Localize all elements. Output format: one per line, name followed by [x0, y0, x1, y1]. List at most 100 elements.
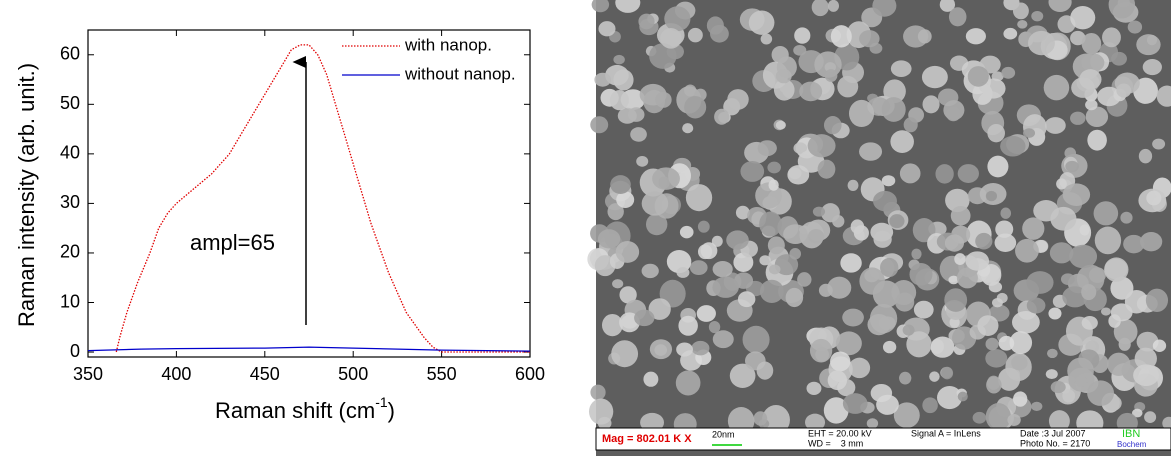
- particle: [1031, 10, 1044, 22]
- particle: [1140, 232, 1163, 252]
- particle: [775, 69, 792, 84]
- x-label-end: ): [388, 398, 395, 423]
- particle: [794, 27, 811, 44]
- particle: [1093, 201, 1119, 226]
- particle: [645, 213, 668, 236]
- particle: [696, 305, 716, 322]
- particle: [922, 95, 940, 114]
- particle: [957, 164, 979, 183]
- particle: [965, 28, 986, 45]
- particle: [789, 248, 802, 260]
- particle: [655, 91, 672, 108]
- particle: [1050, 206, 1077, 231]
- x-tick-label: 400: [161, 364, 191, 384]
- particle: [1000, 135, 1026, 157]
- particle: [1026, 271, 1054, 294]
- particle: [1075, 375, 1087, 387]
- particle: [880, 257, 899, 278]
- particle: [929, 371, 940, 382]
- particle: [848, 99, 875, 128]
- particle: [714, 108, 730, 125]
- particle: [1079, 69, 1102, 90]
- particle: [1102, 27, 1121, 48]
- particle: [903, 117, 918, 133]
- particle: [598, 21, 616, 37]
- particle: [783, 224, 808, 245]
- particle: [619, 286, 637, 304]
- particle: [775, 120, 786, 130]
- particle: [638, 13, 655, 30]
- particle: [1023, 128, 1036, 138]
- particle: [977, 315, 999, 336]
- particle: [615, 0, 641, 13]
- particle: [817, 159, 836, 179]
- particle: [985, 403, 1011, 431]
- particle: [830, 351, 851, 372]
- particle: [873, 230, 892, 248]
- particle: [1100, 307, 1111, 316]
- particle: [641, 191, 669, 216]
- particle: [1017, 19, 1028, 29]
- particle: [1145, 288, 1169, 312]
- series-line: [87, 346, 531, 352]
- particle: [689, 260, 708, 276]
- particle: [757, 140, 777, 157]
- particle: [610, 175, 631, 195]
- particle: [1081, 315, 1098, 330]
- particle: [998, 335, 1015, 351]
- particle: [1067, 357, 1094, 385]
- particle: [1065, 160, 1079, 172]
- particle: [890, 130, 914, 153]
- particle: [1138, 148, 1153, 164]
- particle: [917, 29, 932, 44]
- particle: [882, 340, 897, 354]
- particle: [1144, 411, 1157, 423]
- particle: [729, 363, 756, 388]
- particle: [1107, 352, 1131, 377]
- particle: [1064, 147, 1077, 159]
- particle: [827, 0, 839, 12]
- particle: [954, 253, 966, 265]
- particle: [590, 384, 606, 401]
- signal: Signal A = InLens: [911, 428, 981, 438]
- y-axis-label: Raman intensity (arb. unit.): [14, 63, 39, 327]
- particle: [986, 376, 1002, 394]
- particle: [594, 72, 611, 87]
- particle: [985, 337, 999, 351]
- particle: [648, 298, 671, 320]
- particle: [727, 89, 749, 110]
- particle: [1113, 319, 1138, 345]
- particle: [818, 283, 833, 297]
- x-tick-label: 600: [515, 364, 545, 384]
- y-tick-label: 40: [60, 143, 80, 163]
- particle: [768, 179, 779, 191]
- particle: [899, 371, 912, 385]
- particle: [737, 291, 756, 308]
- particle: [1070, 30, 1086, 46]
- photo: Photo No. = 2170: [1020, 438, 1090, 448]
- y-tick-label: 60: [60, 44, 80, 64]
- particle: [945, 106, 961, 122]
- mag: Mag = 802.01 K X: [602, 433, 692, 445]
- legend-label: with nanop.: [404, 35, 492, 54]
- particle: [1003, 27, 1018, 40]
- particle: [939, 0, 956, 12]
- particle: [945, 188, 970, 213]
- plot-frame: [87, 29, 531, 358]
- particle: [712, 260, 733, 278]
- particle: [1134, 347, 1157, 370]
- x-label-main: Raman shift (cm: [215, 398, 375, 423]
- particle: [937, 386, 963, 410]
- particle: [678, 315, 698, 336]
- x-label-sup: -1: [375, 394, 388, 410]
- x-tick-label: 350: [73, 364, 103, 384]
- particle: [835, 331, 862, 356]
- particle: [859, 267, 885, 295]
- particle: [1133, 364, 1159, 387]
- particle: [806, 381, 822, 395]
- particle: [1027, 30, 1055, 56]
- annotation: ampl=65: [190, 230, 275, 255]
- particle: [972, 411, 987, 424]
- particle: [867, 313, 891, 336]
